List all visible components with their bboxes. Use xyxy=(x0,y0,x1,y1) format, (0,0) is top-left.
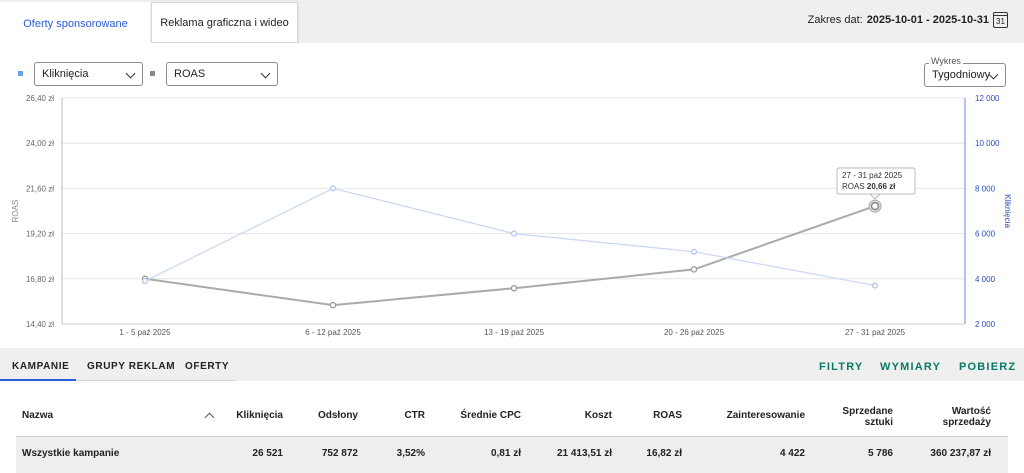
total-ctr: 3,52% xyxy=(396,448,425,459)
data-point-roas xyxy=(690,266,698,273)
date-range-value: 2025-10-01 - 2025-10-31 xyxy=(866,14,989,26)
tab-ad-groups[interactable]: GRUPY REKLAM xyxy=(87,361,176,372)
tab-sponsored-offers[interactable]: Oferty sponsorowane xyxy=(0,2,151,43)
x-tick-label: 6 - 12 paź 2025 xyxy=(305,328,361,337)
right-tick-label: 4 000 xyxy=(975,275,996,284)
download-button[interactable]: POBIERZ xyxy=(959,361,1017,373)
data-point-clicks xyxy=(329,185,337,192)
table-row-total xyxy=(16,437,1008,473)
tab-campaigns[interactable]: KAMPANIE xyxy=(12,361,70,372)
col-header-impressions[interactable]: Odsłony xyxy=(317,410,358,421)
calendar-day: 31 xyxy=(996,17,1005,26)
tabs-divider xyxy=(0,380,236,381)
tooltip-title: 27 - 31 paź 2025 xyxy=(842,171,903,180)
col-header-cost[interactable]: Koszt xyxy=(584,410,612,421)
col-header-ctr[interactable]: CTR xyxy=(404,410,425,421)
date-range-label: Zakres dat: xyxy=(807,14,863,26)
total-sold: 5 786 xyxy=(867,448,893,459)
calendar-icon[interactable]: 31 xyxy=(993,12,1008,28)
col-header-cpc[interactable]: Średnie CPC xyxy=(460,410,521,421)
chart-panel: Kliknięcia ROAS Tygodniowy Wykres xyxy=(0,43,1024,348)
total-roas: 16,82 zł xyxy=(646,448,682,459)
data-point-clicks xyxy=(690,248,698,255)
bottom-tab-bar: KAMPANIE GRUPY REKLAM OFERTY FILTRY WYMI… xyxy=(0,351,1024,381)
col-header-interest[interactable]: Zainteresowanie xyxy=(726,410,805,421)
right-axis-title: Kliknięcia xyxy=(1003,194,1012,228)
top-tab-bar: Oferty sponsorowane Reklama graficzna i … xyxy=(0,0,1024,43)
col-header-name[interactable]: Nazwa xyxy=(22,410,54,421)
col-header-value-line2: sprzedaży xyxy=(942,417,991,428)
left-tick-label: 24,00 zł xyxy=(26,139,54,148)
left-tick-label: 21,60 zł xyxy=(26,184,54,193)
tooltip-label: ROAS 20,66 zł xyxy=(842,182,896,191)
date-range[interactable]: Zakres dat: 2025-10-01 - 2025-10-31 31 xyxy=(808,12,1008,28)
total-cost: 21 413,51 zł xyxy=(556,448,612,459)
col-header-sold-line2: sztuki xyxy=(864,417,893,428)
chart-mode-select[interactable]: Tygodniowy xyxy=(924,63,1006,87)
right-tick-label: 8 000 xyxy=(975,184,996,193)
total-name: Wszystkie kampanie xyxy=(22,448,120,459)
filters-button[interactable]: FILTRY xyxy=(819,361,864,373)
right-tick-label: 2 000 xyxy=(975,320,996,329)
data-point-roas xyxy=(329,301,337,309)
x-tick-label: 13 - 19 paź 2025 xyxy=(484,328,545,337)
left-axis-title: ROAS xyxy=(11,200,20,223)
col-header-sales-value[interactable]: Wartość sprzedaży xyxy=(910,406,991,428)
tooltip-value: 20,66 zł xyxy=(867,182,896,191)
col-header-sold[interactable]: Sprzedane sztuki xyxy=(820,406,893,428)
metric1-select[interactable]: Kliknięcia xyxy=(34,62,143,86)
metric2-select[interactable]: ROAS xyxy=(166,62,278,86)
tooltip-pointer xyxy=(868,193,882,200)
right-tick-label: 12 000 xyxy=(975,94,1000,103)
header-divider xyxy=(16,436,1008,437)
highlight-point xyxy=(870,201,880,211)
x-tick-label: 1 - 5 paź 2025 xyxy=(119,328,171,337)
right-tick-label: 6 000 xyxy=(975,230,996,239)
metric2-legend-marker xyxy=(150,71,155,76)
total-clicks: 26 521 xyxy=(252,448,283,459)
total-sales-value: 360 237,87 zł xyxy=(930,448,991,459)
chart-mode-label: Wykres xyxy=(929,56,963,66)
right-tick-label: 10 000 xyxy=(975,139,1000,148)
metric2-value: ROAS xyxy=(174,68,206,80)
data-point-clicks xyxy=(871,282,879,289)
tab-offers[interactable]: OFERTY xyxy=(185,361,230,372)
total-impressions: 752 872 xyxy=(321,448,358,459)
line-chart: 26,40 zł 24,00 zł 21,60 zł 19,20 zł 16,80 zł… xyxy=(11,94,1012,337)
active-tab-indicator xyxy=(0,379,76,381)
left-tick-label: 14,40 zł xyxy=(26,320,54,329)
chart-mode-value: Tygodniowy xyxy=(932,69,991,81)
total-cpc: 0,81 zł xyxy=(490,448,521,459)
left-tick-label: 26,40 zł xyxy=(26,94,54,103)
left-tick-label: 16,80 zł xyxy=(26,275,54,284)
x-tick-label: 20 - 26 paź 2025 xyxy=(664,328,725,337)
tab-display-video[interactable]: Reklama graficzna i wideo xyxy=(151,2,298,43)
series-line-roas xyxy=(144,205,876,307)
dimensions-button[interactable]: WYMIARY xyxy=(880,361,942,373)
col-header-value-line1: Wartość xyxy=(951,406,991,417)
campaigns-table: Nazwa Kliknięcia Odsłony CTR Średnie CPC… xyxy=(0,381,1024,473)
data-point-roas xyxy=(510,284,518,292)
total-interest: 4 422 xyxy=(779,448,805,459)
left-tick-label: 19,20 zł xyxy=(26,230,54,239)
series-line-clicks xyxy=(144,187,876,287)
data-point-clicks xyxy=(510,230,518,237)
metric1-legend-marker xyxy=(18,71,23,76)
col-header-sold-line1: Sprzedane xyxy=(842,406,893,417)
col-header-clicks[interactable]: Kliknięcia xyxy=(236,410,283,421)
data-point-clicks xyxy=(141,278,149,285)
col-header-roas[interactable]: ROAS xyxy=(653,410,682,421)
metric1-value: Kliknięcia xyxy=(42,68,89,80)
x-tick-label: 27 - 31 paź 2025 xyxy=(845,328,906,337)
